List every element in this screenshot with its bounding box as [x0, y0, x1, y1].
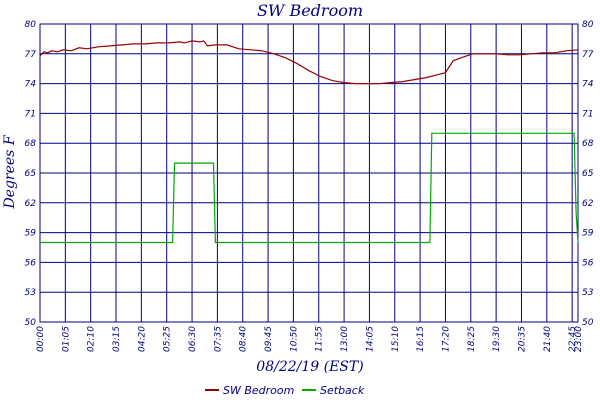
x-tick-label: 19:30 — [492, 326, 502, 352]
x-tick-label: 17:20 — [441, 326, 451, 352]
y-tick-label: 53 — [25, 288, 37, 298]
legend: SW Bedroom Setback — [205, 384, 365, 397]
grid — [39, 23, 579, 323]
y-axis-left: 50 53 56 59 62 65 68 71 74 77 80 — [25, 20, 37, 328]
y-axis-right: 50 53 56 59 62 65 68 71 74 77 80 — [582, 20, 594, 328]
y-tick-label: 71 — [25, 109, 36, 119]
x-tick-label: 13:00 — [340, 326, 350, 352]
x-tick-label: 10:50 — [289, 326, 299, 352]
x-tick-label: 07:35 — [213, 326, 223, 352]
x-tick-label: 11:55 — [315, 326, 325, 352]
y-tick-label: 77 — [25, 50, 37, 60]
x-tick-label: 15:10 — [391, 326, 401, 352]
x-tick-label: 20:35 — [517, 326, 527, 352]
series-layer — [39, 40, 579, 244]
x-axis-label: 08/22/19 (EST) — [256, 359, 363, 375]
x-tick-label: 18:25 — [467, 326, 477, 352]
y-tick-label: 62 — [25, 199, 37, 209]
x-tick-label: 21:40 — [543, 326, 553, 352]
y-tick-label: 68 — [25, 139, 37, 149]
y-tick-label-right: 59 — [582, 229, 594, 239]
x-tick-label: 09:45 — [264, 326, 274, 352]
series-line-0 — [39, 40, 579, 85]
y-tick-label-right: 68 — [582, 139, 594, 149]
chart-title: SW Bedroom — [257, 1, 363, 20]
y-tick-label: 56 — [25, 258, 37, 268]
x-tick-label: 01:05 — [61, 326, 71, 352]
y-tick-label-right: 77 — [582, 50, 594, 60]
x-tick-label: 22:45 — [568, 326, 578, 352]
x-tick-label: 23:00 — [574, 326, 584, 352]
x-tick-label: 06:30 — [188, 326, 198, 352]
y-tick-label-right: 62 — [582, 199, 594, 209]
y-tick-label: 65 — [25, 169, 37, 179]
y-axis-label: Degrees F — [2, 134, 18, 209]
y-tick-label: 59 — [25, 229, 37, 239]
y-tick-label-right: 74 — [582, 80, 594, 90]
x-tick-label: 04:20 — [137, 326, 147, 352]
y-tick-label-right: 71 — [582, 109, 593, 119]
x-tick-label: 02:10 — [87, 326, 97, 352]
y-tick-label-right: 80 — [582, 20, 594, 30]
y-tick-label-right: 50 — [582, 318, 594, 328]
y-tick-label: 74 — [25, 80, 37, 90]
x-tick-label: 08:40 — [239, 326, 249, 352]
legend-label: SW Bedroom — [223, 384, 294, 397]
x-tick-label: 05:25 — [163, 326, 173, 352]
x-tick-label: 00:00 — [36, 326, 46, 352]
y-tick-label: 80 — [25, 20, 37, 30]
x-tick-label: 14:05 — [365, 326, 375, 352]
x-tick-label: 16:15 — [416, 326, 426, 352]
series-line-1 — [40, 132, 579, 244]
x-axis: 00:00 01:05 02:10 03:15 04:20 05:25 06:30 07:35… — [36, 326, 584, 352]
x-tick-label: 03:15 — [112, 326, 122, 352]
y-tick-label: 50 — [25, 318, 37, 328]
legend-label: Setback — [320, 384, 365, 397]
y-tick-label-right: 56 — [582, 258, 594, 268]
y-tick-label-right: 65 — [582, 169, 594, 179]
y-tick-label-right: 53 — [582, 288, 594, 298]
